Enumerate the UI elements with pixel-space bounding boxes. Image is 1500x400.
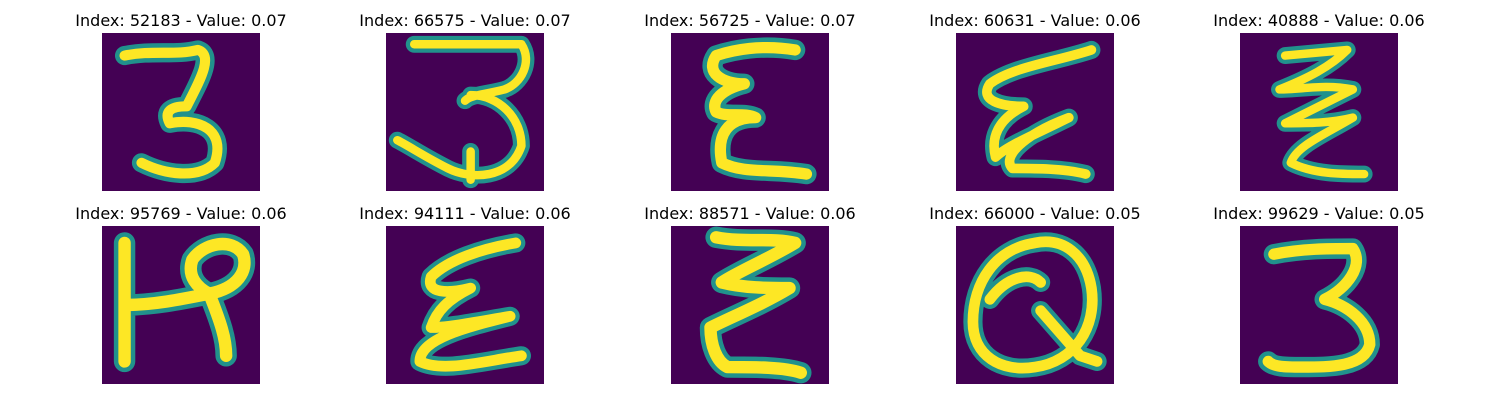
panel-4: Index: 60631 - Value: 0.06 bbox=[915, 9, 1155, 191]
digit-image-e bbox=[671, 226, 829, 384]
panel-title: Index: 99629 - Value: 0.05 bbox=[1213, 204, 1425, 223]
panel-title: Index: 88571 - Value: 0.06 bbox=[644, 204, 856, 223]
panel-8: Index: 88571 - Value: 0.06 bbox=[630, 202, 870, 384]
digit-image-3 bbox=[386, 33, 544, 191]
panel-title: Index: 66575 - Value: 0.07 bbox=[359, 11, 571, 30]
panel-3: Index: 56725 - Value: 0.07 bbox=[630, 9, 870, 191]
panel-7: Index: 94111 - Value: 0.06 bbox=[345, 202, 585, 384]
digit-image-3 bbox=[102, 33, 260, 191]
panel-title: Index: 66000 - Value: 0.05 bbox=[929, 204, 1141, 223]
digit-image-e bbox=[386, 226, 544, 384]
panel-title: Index: 52183 - Value: 0.07 bbox=[75, 11, 287, 30]
panel-9: Index: 66000 - Value: 0.05 bbox=[915, 202, 1155, 384]
panel-5: Index: 40888 - Value: 0.06 bbox=[1199, 9, 1439, 191]
panel-2: Index: 66575 - Value: 0.07 bbox=[345, 9, 585, 191]
digit-image-q bbox=[956, 226, 1114, 384]
panel-10: Index: 99629 - Value: 0.05 bbox=[1199, 202, 1439, 384]
panel-title: Index: 56725 - Value: 0.07 bbox=[644, 11, 856, 30]
panel-6: Index: 95769 - Value: 0.06 bbox=[61, 202, 301, 384]
panel-title: Index: 94111 - Value: 0.06 bbox=[359, 204, 571, 223]
panel-title: Index: 95769 - Value: 0.06 bbox=[75, 204, 287, 223]
digit-image-e bbox=[956, 33, 1114, 191]
panel-1: Index: 52183 - Value: 0.07 bbox=[61, 9, 301, 191]
digit-image-e bbox=[671, 33, 829, 191]
digit-image-3 bbox=[1240, 226, 1398, 384]
panel-title: Index: 40888 - Value: 0.06 bbox=[1213, 11, 1425, 30]
digit-image-e bbox=[1240, 33, 1398, 191]
panel-title: Index: 60631 - Value: 0.06 bbox=[929, 11, 1141, 30]
digit-image-h bbox=[102, 226, 260, 384]
